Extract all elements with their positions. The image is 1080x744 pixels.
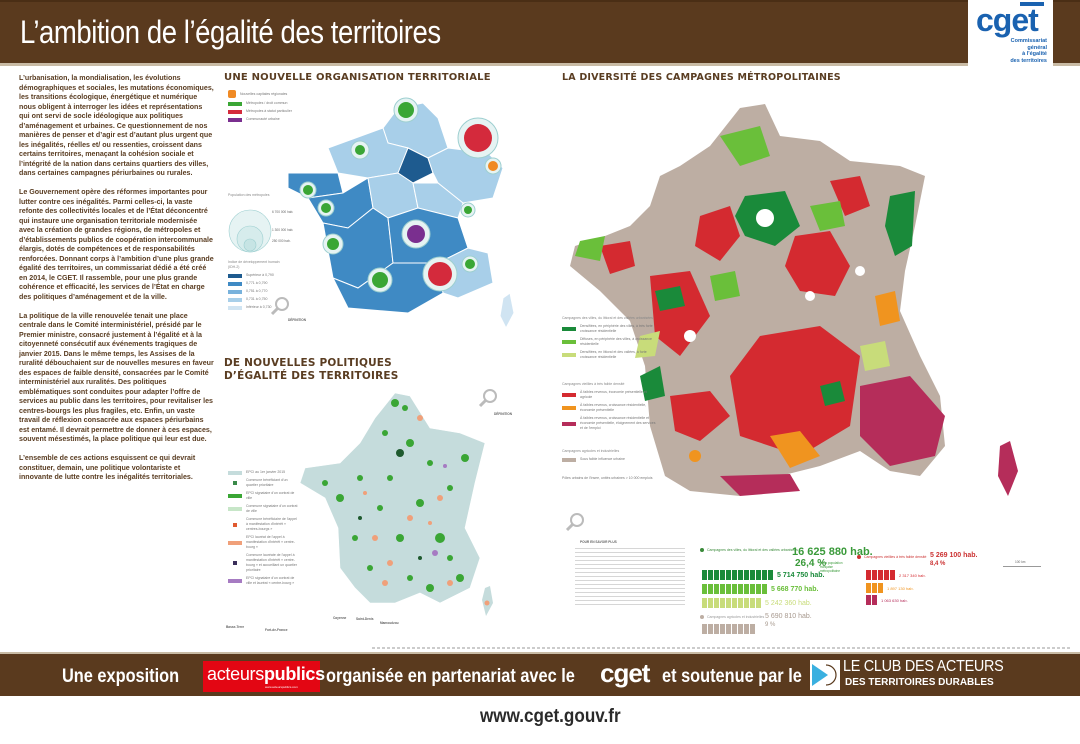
campagnes-legend: Campagnes des villes, du littoral et des… [562,316,656,480]
intro-paragraph: L’urbanisation, la mondialisation, les é… [19,74,214,177]
cget-logo-bar [1020,2,1044,6]
villes-share: 26,4 % [795,558,827,569]
club-name-line2: DES TERRITOIRES DURABLES [845,677,994,688]
map-campagnes [560,96,1070,536]
cget-logo-subtitle: Commissariat général à l'égalité des ter… [1010,38,1047,64]
capital-icon [228,90,236,98]
map-organisation-territoriale [288,88,538,338]
credits-line [372,647,1072,649]
footer-organisee: organisée en partenariat avec le [326,666,575,687]
cget-logo: cget Commissariat général à l'égalité de… [968,0,1053,68]
cget-logo-word: cget [976,2,1039,38]
footer-band: Une exposition acteurspublics www.acteur… [0,652,1080,696]
population-bubble-legend: Population des métropoles [228,193,288,256]
cget-footer-logo: cget [600,658,650,688]
stats-vieillies: Campagnes vieillies à très faible densit… [857,555,926,559]
organisation-type-legend: Nouvelles capitales régionales Métropole… [228,90,298,125]
website-link[interactable]: www.cget.gouv.fr [480,706,621,727]
page-title: L’ambition de l’égalité des territoires [20,14,441,50]
club-logo-icon [810,660,840,690]
people-row-vieillies-2: 1 897 130 hab. [866,583,914,593]
section-title-organisation: UNE NOUVELLE ORGANISATION TERRITORIALE [224,72,491,83]
scale-bar-label: 100 km [1015,560,1026,564]
villes-total: 16 625 880 hab. [792,546,873,558]
section-title-politiques: DE NOUVELLES POLITIQUES D’ÉGALITÉ DES TE… [224,357,399,382]
map-politiques-egalite [300,388,500,638]
acteurs-publics-logo: acteurspublics www.acteurspublics.com [203,661,325,692]
footer-exposition: Une exposition [62,666,180,687]
intro-paragraph: L’ensemble de ces actions esquissent ce … [19,454,196,481]
people-row-villes-1: 5 714 750 hab. [702,570,824,580]
intro-text: L’urbanisation, la mondialisation, les é… [19,74,214,492]
magnifier-icon [565,513,584,532]
footer-soutenue: et soutenue par le [662,666,802,687]
header-divider [0,63,1080,66]
legend-swatch [228,117,242,122]
legend-swatch [228,101,242,106]
intro-paragraph: Le Gouvernement opère des réformes impor… [19,188,214,301]
club-name-line1: LE CLUB DES ACTEURS [843,658,1004,675]
scale-bar [1003,566,1041,567]
magnifier-icon [270,297,289,316]
population-bubbles [228,209,272,253]
stats-agricoles: Campagnes agricoles et industrielles [700,615,764,619]
typology-text-block [575,548,685,608]
people-row-agricoles [702,624,756,634]
people-row-vieillies-3: 1 063 630 hab. [866,595,908,605]
intro-paragraph: La politique de la ville renouvelée tena… [19,311,214,444]
section-title-campagnes: LA DIVERSITÉ DES CAMPAGNES MÉTROPOLITAIN… [562,72,841,83]
people-row-villes-3: 5 242 360 hab. [702,598,812,608]
legend-swatch [228,109,242,114]
header-band: L’ambition de l’égalité des territoires [0,0,1080,63]
idh-legend: Indice de développement humain (IDH-2) S… [228,260,280,310]
stats-villes: Campagnes des villes, du littoral et des… [700,548,850,552]
magnifier-icon [478,389,497,408]
people-row-villes-2: 5 668 770 hab. [702,584,818,594]
politiques-legend: EPCI au 1er janvier 2015 Commune bénéfic… [228,470,298,589]
people-row-vieillies-1: 2 317 340 hab. [866,570,926,580]
